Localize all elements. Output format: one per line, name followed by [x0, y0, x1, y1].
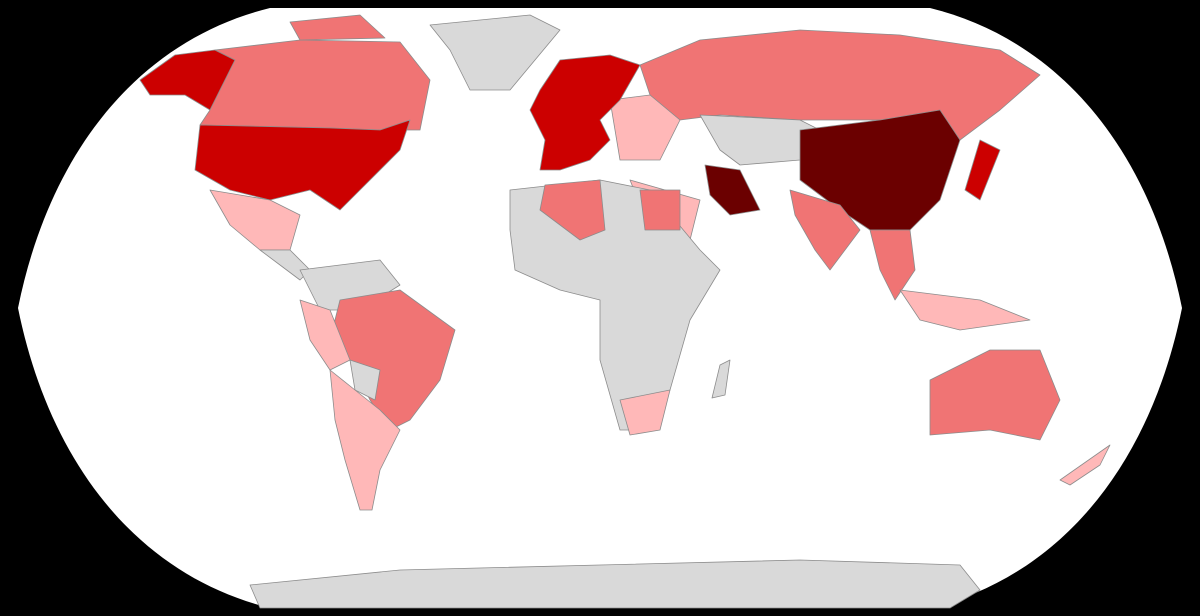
greenland: [429, 14, 561, 91]
iran: [704, 164, 761, 216]
india: [789, 189, 861, 271]
indonesia: [899, 289, 1031, 331]
new-zealand: [1059, 444, 1111, 486]
egypt: [639, 189, 681, 231]
australia: [929, 349, 1061, 441]
canada-arctic: [289, 14, 386, 41]
bolivia: [349, 359, 381, 401]
eastern-europe: [609, 94, 681, 161]
china: [799, 109, 961, 231]
western-europe: [529, 54, 641, 171]
madagascar: [711, 359, 731, 399]
southern-cone: [329, 369, 401, 511]
south-africa: [619, 389, 671, 436]
japan: [964, 139, 1001, 201]
algeria: [539, 179, 606, 241]
united-states: [194, 119, 411, 211]
southeast-asia: [869, 229, 916, 301]
canada: [199, 39, 431, 131]
antarctica: [249, 559, 981, 609]
peru: [299, 299, 351, 371]
